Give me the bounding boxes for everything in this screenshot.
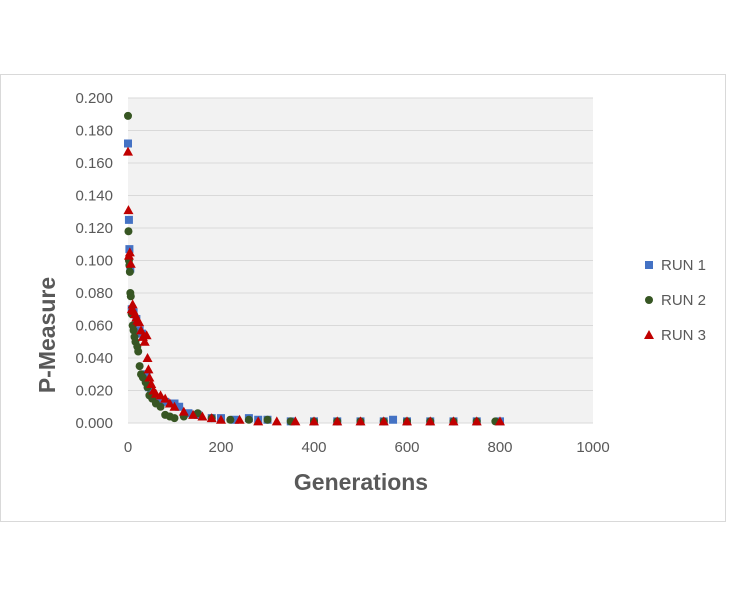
data-point — [123, 205, 134, 215]
data-point — [425, 416, 436, 426]
data-point — [332, 416, 343, 426]
data-points — [123, 111, 505, 426]
x-tick-label: 200 — [208, 439, 233, 456]
y-tick-label: 0.120 — [75, 220, 113, 237]
x-tick-label: 600 — [394, 439, 419, 456]
legend-marker — [645, 261, 653, 269]
data-point — [263, 415, 272, 424]
y-axis-title: P-Measure — [34, 277, 60, 393]
data-point — [127, 299, 138, 309]
data-point — [142, 353, 153, 362]
data-point — [155, 390, 166, 400]
data-point — [136, 325, 147, 335]
y-tick-label: 0.140 — [75, 188, 113, 205]
y-axis-tick-labels: 0.000 0.020 0.040 0.060 0.080 0.100 0.120 0.140… — [75, 90, 113, 432]
data-point — [164, 398, 175, 408]
data-point — [178, 406, 189, 416]
series-run-3 — [123, 146, 505, 426]
data-point — [355, 416, 366, 426]
data-point — [135, 362, 144, 371]
data-point — [402, 416, 412, 426]
data-point — [142, 370, 151, 379]
x-tick-label: 400 — [301, 439, 326, 456]
data-point — [125, 258, 136, 268]
data-point — [124, 215, 133, 224]
x-axis-tick-labels: 0 200 400 600 800 1000 — [124, 439, 610, 456]
data-point — [144, 372, 155, 382]
data-point — [184, 409, 193, 418]
data-point — [123, 146, 133, 156]
data-point — [226, 415, 235, 424]
x-tick-label: 800 — [487, 439, 512, 456]
data-point — [188, 409, 199, 419]
data-point — [495, 416, 505, 426]
legend-label: RUN 1 — [661, 257, 706, 274]
y-tick-label: 0.000 — [75, 415, 113, 432]
legend-marker — [645, 296, 653, 304]
data-point — [378, 416, 389, 426]
data-point — [134, 317, 145, 327]
y-tick-label: 0.060 — [75, 318, 113, 335]
legend-marker — [644, 330, 654, 339]
data-point — [129, 326, 138, 335]
data-point — [169, 401, 180, 411]
y-tick-label: 0.200 — [75, 90, 113, 107]
data-point — [143, 364, 154, 374]
data-point — [271, 416, 282, 426]
x-tick-label: 0 — [124, 439, 132, 456]
x-tick-label: 1000 — [576, 439, 609, 456]
y-tick-label: 0.160 — [75, 155, 113, 172]
data-point — [448, 416, 459, 426]
y-tick-label: 0.180 — [75, 123, 113, 140]
data-point — [146, 379, 157, 388]
x-axis-title: Generations — [294, 469, 428, 495]
data-point — [124, 227, 133, 236]
data-point — [234, 414, 245, 424]
chart-svg: 0.000 0.020 0.040 0.060 0.080 0.100 0.120 0.140… — [34, 90, 706, 495]
data-point — [206, 413, 217, 423]
y-tick-label: 0.020 — [75, 383, 113, 400]
data-point — [156, 402, 165, 411]
data-point — [125, 267, 134, 276]
data-point — [244, 415, 253, 424]
data-point — [160, 393, 171, 403]
data-point — [124, 139, 132, 148]
data-point — [124, 247, 135, 257]
data-point — [471, 416, 482, 426]
data-point — [126, 292, 135, 301]
data-point — [156, 396, 165, 405]
data-point — [141, 330, 152, 340]
legend-label: RUN 3 — [661, 327, 706, 344]
data-point — [309, 416, 319, 426]
legend-label: RUN 2 — [661, 292, 706, 309]
data-point — [389, 415, 398, 424]
gridlines — [128, 97, 593, 424]
y-tick-label: 0.040 — [75, 350, 113, 367]
y-tick-label: 0.100 — [75, 253, 113, 270]
data-point — [230, 415, 239, 424]
data-point — [175, 402, 184, 411]
data-point — [290, 416, 301, 426]
chart-frame: 0.000 0.020 0.040 0.060 0.080 0.100 0.120 0.140… — [0, 74, 726, 522]
data-point — [124, 111, 132, 120]
data-point — [197, 411, 208, 421]
data-point — [253, 416, 264, 426]
data-point — [170, 414, 179, 423]
data-point — [216, 414, 226, 424]
y-tick-label: 0.080 — [75, 285, 113, 302]
data-point — [134, 347, 143, 356]
legend: RUN 1 RUN 2 RUN 3 — [644, 257, 706, 344]
data-point — [139, 336, 150, 346]
